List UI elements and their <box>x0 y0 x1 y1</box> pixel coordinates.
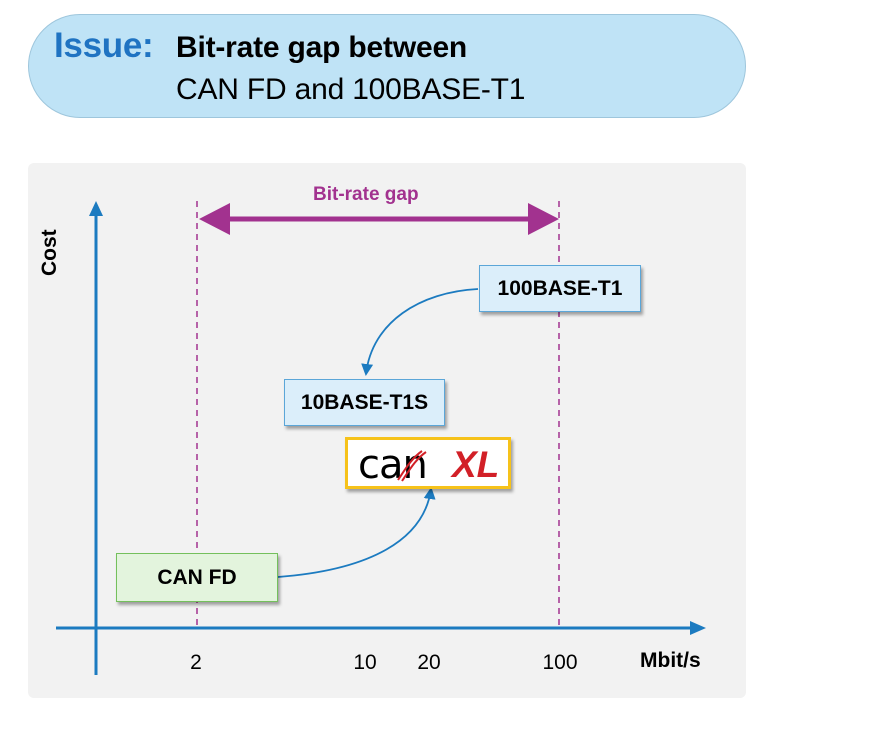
can-xl-logo: can XL <box>345 437 511 489</box>
box-10base-t1s: 10BASE-T1S <box>284 379 445 426</box>
y-axis-arrowhead <box>89 201 103 216</box>
gap-label: Bit-rate gap <box>313 184 419 205</box>
can-xl-logo-can-text: can <box>358 442 428 488</box>
issue-label: Issue: <box>54 26 154 65</box>
arrow-canfd-to-canxl <box>277 487 436 578</box>
diagram-panel <box>28 163 746 698</box>
arrow-100base-to-10base <box>361 288 479 376</box>
x-axis-arrowhead <box>690 621 706 635</box>
gap-arrowhead-left <box>199 203 230 235</box>
x-tick-10: 10 <box>353 651 377 674</box>
gap-arrowhead-right <box>528 203 559 235</box>
x-tick-2: 2 <box>190 651 202 674</box>
x-axis-unit: Mbit/s <box>640 649 701 672</box>
can-xl-logo-xl-text: XL <box>452 444 500 485</box>
box-100base-t1: 100BASE-T1 <box>479 265 641 312</box>
issue-banner <box>28 14 746 118</box>
box-can-fd: CAN FD <box>116 553 278 602</box>
y-axis-label: Cost <box>38 229 61 276</box>
title-line-2: CAN FD and 100BASE-T1 <box>176 73 526 106</box>
x-tick-100: 100 <box>542 651 578 674</box>
x-tick-20: 20 <box>417 651 441 674</box>
title-line-1: Bit-rate gap between <box>176 31 468 64</box>
can-xl-logo-stripes <box>397 450 427 482</box>
